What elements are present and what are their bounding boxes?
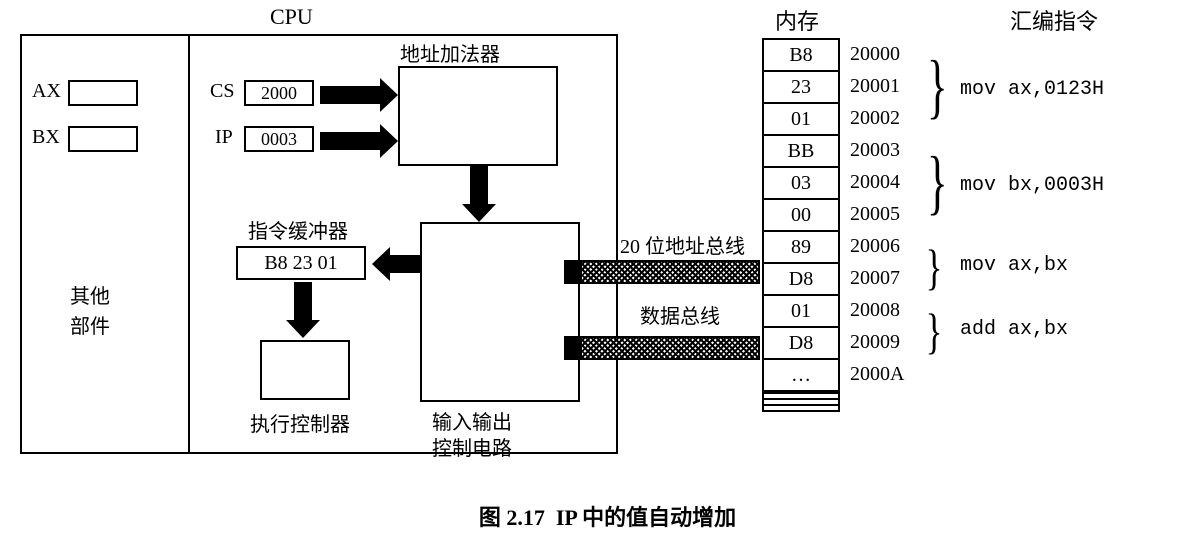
- memory-address: 20002: [850, 102, 904, 134]
- io-ctrl-box: [420, 222, 580, 402]
- memory-address: 20005: [850, 198, 904, 230]
- memory-cell: BB: [764, 136, 838, 168]
- memory-cell: 03: [764, 168, 838, 200]
- brace-2: }: [927, 146, 948, 218]
- brace-4: }: [926, 306, 943, 356]
- asm-instr-2: mov bx,0003H: [960, 174, 1104, 197]
- io-ctrl-label-2: 控制电路: [432, 432, 512, 461]
- addr-bus: [580, 260, 760, 284]
- instr-buffer-box: B8 23 01: [236, 246, 366, 280]
- instr-buffer-label: 指令缓冲器: [248, 215, 348, 244]
- memory-cell: B8: [764, 40, 838, 72]
- memory-tail: [764, 404, 838, 410]
- data-bus-label: 数据总线: [640, 300, 720, 329]
- arrow-io-to-buffer: [390, 255, 420, 273]
- memory-cell: 01: [764, 104, 838, 136]
- bx-label: BX: [32, 126, 60, 149]
- arrow-cs-to-adder: [320, 86, 380, 104]
- memory-address: 20008: [850, 294, 904, 326]
- memory-address: 20001: [850, 70, 904, 102]
- memory-address: 20003: [850, 134, 904, 166]
- cs-label: CS: [210, 80, 234, 103]
- memory-address: 20000: [850, 38, 904, 70]
- bx-register: [68, 126, 138, 152]
- asm-instr-1: mov ax,0123H: [960, 78, 1104, 101]
- arrow-buffer-to-exec: [294, 282, 312, 320]
- memory-cell: 00: [764, 200, 838, 232]
- memory-address: 20006: [850, 230, 904, 262]
- data-bus-connector: [564, 336, 582, 360]
- memory-cell: 89: [764, 232, 838, 264]
- cs-register: 2000: [244, 80, 314, 106]
- memory-address: 20007: [850, 262, 904, 294]
- exec-ctrl-box: [260, 340, 350, 400]
- other-parts-2: 部件: [70, 310, 110, 339]
- memory-label: 内存: [775, 4, 819, 36]
- asm-instr-3: mov ax,bx: [960, 254, 1068, 277]
- io-ctrl-label-1: 输入输出: [432, 406, 512, 435]
- other-parts-1: 其他: [70, 280, 110, 309]
- brace-1: }: [927, 50, 948, 122]
- addr-bus-connector: [564, 260, 582, 284]
- asm-label: 汇编指令: [1010, 4, 1098, 36]
- ax-label: AX: [32, 80, 61, 103]
- memory-cell: 23: [764, 72, 838, 104]
- brace-3: }: [926, 242, 943, 292]
- addr-bus-label: 20 位地址总线: [620, 230, 745, 259]
- memory-address: 2000A: [850, 358, 904, 390]
- memory-address: 20009: [850, 326, 904, 358]
- memory-cell: D8: [764, 264, 838, 296]
- cpu-label: CPU: [270, 4, 313, 30]
- figure-caption: 图 2.17 IP 中的值自动增加: [10, 500, 1195, 532]
- memory-address: 20004: [850, 166, 904, 198]
- memory-addresses: 2000020001200022000320004200052000620007…: [850, 38, 904, 390]
- arrow-adder-to-io: [470, 166, 488, 204]
- data-bus: [580, 336, 760, 360]
- memory-cell: 01: [764, 296, 838, 328]
- ax-register: [68, 80, 138, 106]
- memory-cell: D8: [764, 328, 838, 360]
- addr-adder-box: [398, 66, 558, 166]
- asm-instr-4: add ax,bx: [960, 318, 1068, 341]
- memory-cell: …: [764, 360, 838, 392]
- exec-ctrl-label: 执行控制器: [250, 408, 350, 437]
- arrow-ip-to-adder: [320, 132, 380, 150]
- ip-label: IP: [215, 126, 233, 149]
- addr-adder-label: 地址加法器: [400, 38, 500, 67]
- ip-register: 0003: [244, 126, 314, 152]
- memory-table: B82301BB030089D801D8…: [762, 38, 840, 412]
